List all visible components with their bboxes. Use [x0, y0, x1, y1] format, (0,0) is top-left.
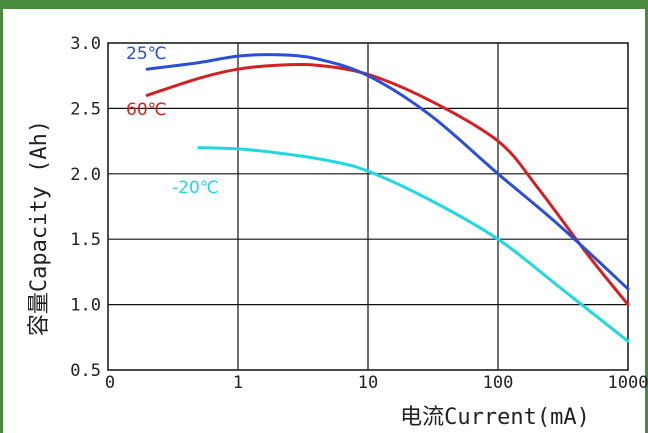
x-tick-label: 100: [483, 373, 514, 393]
series-line-1: [145, 53, 630, 291]
series-line-2: [145, 62, 630, 307]
y-tick-label: 1.0: [70, 296, 101, 316]
x-tick-label: 1000: [608, 373, 648, 393]
y-tick-label: 1.5: [70, 230, 101, 250]
y-tick-label: 2.5: [70, 99, 101, 119]
series-line-3: [197, 146, 630, 343]
y-tick-label: 2.0: [70, 165, 101, 185]
x-tick-label: 10: [358, 373, 378, 393]
series-layer: [145, 53, 630, 343]
y-tick-label: 0.5: [70, 361, 101, 381]
x-axis-title: 电流Current(mA): [400, 405, 590, 430]
y-axis-title: 容量Capacity (Ah): [27, 120, 52, 336]
series-label-1: 25℃: [126, 44, 167, 64]
plot-border: [107, 42, 629, 371]
labels-layer: 25℃ 60℃ -20℃: [126, 44, 219, 198]
series-label-2: 60℃: [126, 100, 167, 120]
tick-labels: 0 1 10 100 1000 0.5 1.0 1.5 2.0 2.5 3.0: [70, 34, 648, 393]
grid-lines: [108, 43, 628, 370]
y-tick-label: 3.0: [70, 34, 101, 54]
x-tick-label: 1: [233, 373, 243, 393]
series-label-3: -20℃: [172, 178, 219, 198]
x-tick-label: 0: [105, 373, 115, 393]
